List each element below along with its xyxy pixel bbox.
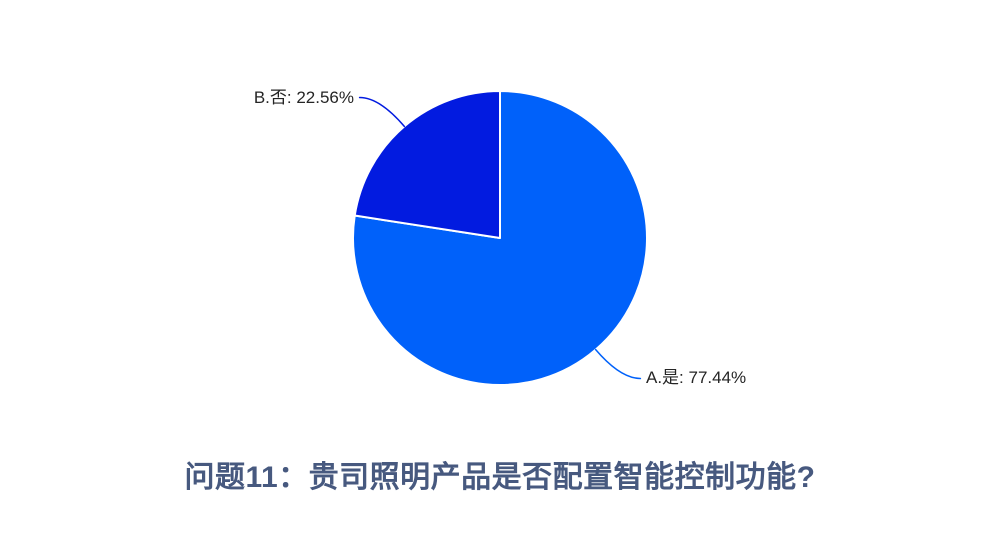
- chart-title: 问题11：贵司照明产品是否配置智能控制功能?: [184, 461, 816, 494]
- slice-label-0: A.是: 77.44%: [646, 368, 747, 387]
- leader-line-0: [594, 348, 642, 380]
- slice-label-1: B.否: 22.56%: [253, 88, 354, 107]
- pie-slice-1[interactable]: [353, 90, 501, 239]
- leader-line-1: [358, 96, 406, 128]
